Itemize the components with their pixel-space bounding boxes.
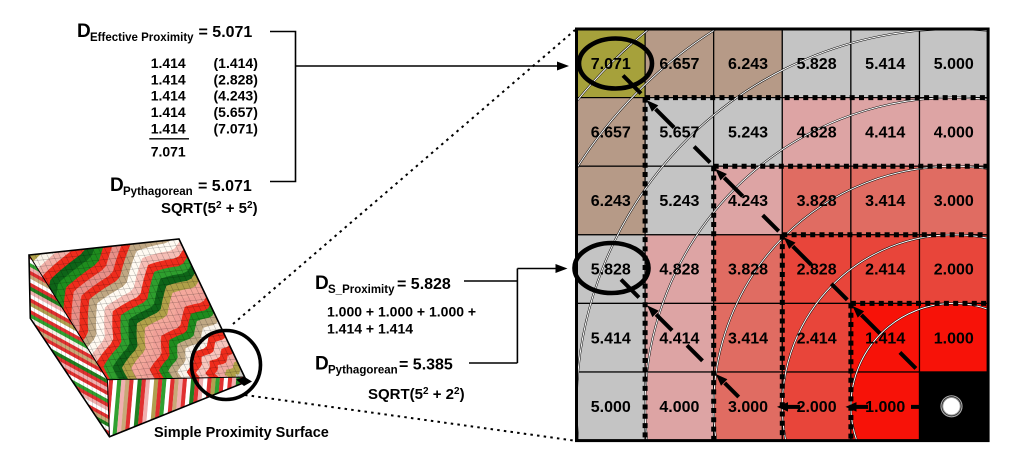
svg-text:3.828: 3.828: [728, 262, 768, 279]
svg-text:4.414: 4.414: [659, 330, 699, 347]
svg-text:2.000: 2.000: [797, 399, 837, 416]
svg-text:4.000: 4.000: [934, 125, 974, 142]
svg-text:5.828: 5.828: [797, 56, 837, 73]
svg-text:Effective Proximity: Effective Proximity: [90, 32, 194, 44]
svg-text:1.414: 1.414: [865, 330, 905, 347]
svg-text:D: D: [315, 353, 329, 374]
svg-text:D: D: [77, 21, 91, 42]
svg-text:4.000: 4.000: [659, 399, 699, 416]
svg-text:= 5.071: = 5.071: [198, 178, 252, 195]
svg-text:7.071: 7.071: [151, 144, 186, 160]
svg-text:= 5.071: = 5.071: [199, 24, 253, 41]
svg-text:5.243: 5.243: [659, 193, 699, 210]
svg-text:Pythagorean: Pythagorean: [328, 364, 398, 376]
svg-text:1.000: 1.000: [865, 399, 905, 416]
svg-text:D: D: [110, 175, 124, 196]
svg-text:= 5.385: = 5.385: [399, 356, 453, 373]
svg-text:2.000: 2.000: [934, 262, 974, 279]
svg-text:SQRT(52 + 22): SQRT(52 + 22): [368, 386, 465, 403]
svg-text:4.828: 4.828: [659, 262, 699, 279]
svg-text:(2.828): (2.828): [214, 71, 258, 87]
svg-text:5.243: 5.243: [728, 125, 768, 142]
svg-text:4.828: 4.828: [797, 125, 837, 142]
svg-text:3.000: 3.000: [728, 399, 768, 416]
svg-text:5.000: 5.000: [591, 399, 631, 416]
svg-text:(1.414): (1.414): [214, 55, 258, 71]
svg-text:1.414: 1.414: [151, 71, 186, 87]
svg-text:5.414: 5.414: [591, 330, 631, 347]
svg-text:4.414: 4.414: [865, 125, 905, 142]
svg-text:5.000: 5.000: [934, 56, 974, 73]
svg-text:Simple Proximity Surface: Simple Proximity Surface: [154, 425, 329, 441]
svg-text:2.414: 2.414: [797, 330, 837, 347]
svg-text:3.828: 3.828: [797, 193, 837, 210]
svg-text:6.657: 6.657: [591, 125, 631, 142]
svg-text:6.243: 6.243: [728, 56, 768, 73]
svg-text:3.414: 3.414: [865, 193, 905, 210]
svg-text:1.000 + 1.000 + 1.000 +: 1.000 + 1.000 + 1.000 +: [327, 304, 476, 320]
svg-text:(4.243): (4.243): [214, 88, 258, 104]
svg-text:6.657: 6.657: [659, 56, 699, 73]
svg-text:SQRT(52 + 52): SQRT(52 + 52): [161, 200, 258, 217]
svg-text:(7.071): (7.071): [214, 120, 258, 136]
svg-text:6.243: 6.243: [591, 193, 631, 210]
svg-text:S_Proximity: S_Proximity: [328, 284, 395, 296]
svg-text:1.414: 1.414: [151, 104, 186, 120]
svg-text:D: D: [315, 273, 329, 294]
svg-text:1.000: 1.000: [934, 330, 974, 347]
svg-text:2.414: 2.414: [865, 262, 905, 279]
svg-text:5.657: 5.657: [659, 125, 699, 142]
svg-text:(5.657): (5.657): [214, 104, 258, 120]
svg-text:5.414: 5.414: [865, 56, 905, 73]
svg-text:3.414: 3.414: [728, 330, 768, 347]
svg-text:Pythagorean: Pythagorean: [123, 186, 193, 198]
svg-text:= 5.828: = 5.828: [397, 276, 451, 293]
svg-text:1.414: 1.414: [151, 55, 186, 71]
svg-text:5.828: 5.828: [591, 262, 631, 279]
svg-text:7.071: 7.071: [591, 56, 631, 73]
svg-text:3.000: 3.000: [934, 193, 974, 210]
svg-text:1.414: 1.414: [151, 88, 186, 104]
svg-text:1.414 + 1.414: 1.414 + 1.414: [327, 320, 413, 336]
svg-text:4.243: 4.243: [728, 193, 768, 210]
svg-text:2.828: 2.828: [797, 262, 837, 279]
svg-text:1.414: 1.414: [151, 120, 186, 136]
